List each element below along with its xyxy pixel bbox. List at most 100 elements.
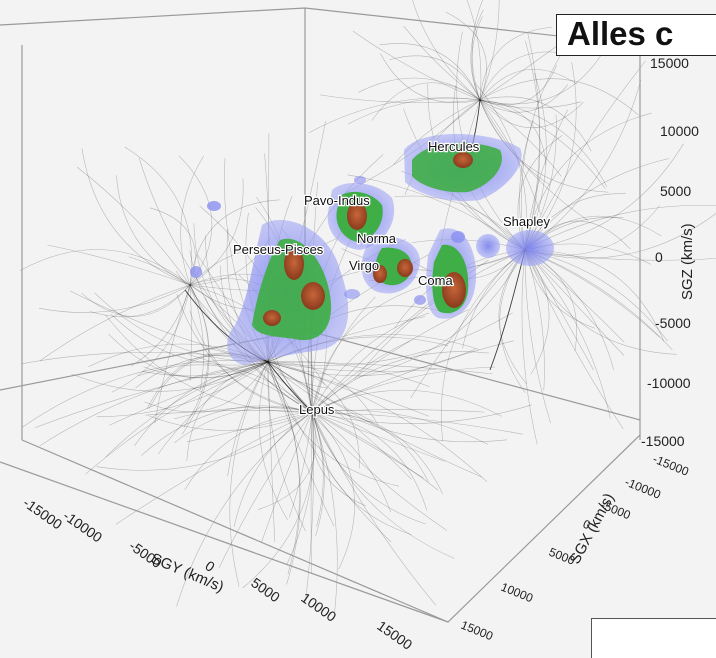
flow-line	[524, 72, 547, 251]
flow-line	[105, 361, 269, 458]
flow-line	[311, 411, 429, 483]
flow-lines	[19, 0, 716, 617]
flow-line	[347, 97, 481, 125]
flow-line	[144, 361, 269, 412]
flow-line	[233, 411, 313, 527]
flow-line	[479, 96, 592, 152]
flow-line	[445, 11, 487, 101]
virgo-red-core	[373, 265, 387, 283]
flow-line	[134, 361, 269, 446]
flow-line	[524, 61, 577, 251]
label-norma: Norma	[357, 231, 397, 246]
flow-line	[267, 361, 300, 575]
label-virgo: Virgo	[349, 258, 379, 273]
flow-line	[311, 411, 324, 527]
flow-line	[311, 404, 532, 424]
flow-line	[267, 361, 493, 375]
flow-line	[89, 284, 191, 318]
flow-line	[173, 407, 313, 420]
flow-line	[379, 43, 481, 101]
flow-line	[311, 411, 446, 462]
sgy-tick-neg15000: -15000	[20, 494, 65, 532]
flow-line	[267, 361, 361, 469]
flow-line	[189, 310, 313, 413]
flow-line	[524, 249, 614, 370]
flow-line	[176, 411, 313, 607]
flow-line	[524, 112, 652, 251]
flow-line	[479, 26, 553, 101]
label-perseus-pisces: Perseus-Pisces	[233, 242, 324, 257]
title-banner: Alles c	[556, 14, 716, 56]
flow-line	[479, 99, 562, 177]
flow-line	[524, 249, 677, 355]
flow-line	[479, 99, 606, 189]
flow-line	[242, 411, 315, 589]
flow-line	[184, 411, 313, 491]
flow-line	[403, 25, 481, 101]
sgx-axis: -15000 -10000 -5000 0 5000 10000 15000 S…	[459, 452, 691, 644]
sgx-tick-neg10000: -10000	[623, 475, 663, 502]
flow-line	[130, 284, 191, 367]
bottom-panel	[591, 618, 716, 658]
flow-line	[176, 293, 313, 413]
attractor-labels: Hercules Pavo-Indus Perseus-Pisces Norma…	[232, 138, 552, 418]
hercules-green-region	[412, 142, 502, 193]
sgx-axis-title: SGX (km/s)	[567, 490, 618, 566]
flow-line	[389, 55, 481, 101]
flow-line	[111, 284, 191, 393]
flow-line	[311, 411, 424, 479]
flow-line	[311, 411, 428, 511]
flow-line	[499, 249, 526, 394]
flow-line	[311, 411, 444, 495]
sgz-tick-neg5000: -5000	[655, 315, 691, 331]
flow-line	[441, 249, 526, 442]
flow-line	[286, 411, 314, 565]
flow-line	[524, 249, 550, 375]
sgz-tick-5000: 5000	[660, 183, 691, 199]
flow-line	[258, 361, 288, 521]
flow-line	[479, 51, 566, 101]
flow-line	[85, 361, 269, 475]
flow-line	[311, 409, 485, 413]
flow-line	[310, 411, 367, 507]
flow-line	[204, 347, 313, 413]
shapley-blue-region	[506, 230, 554, 266]
flow-line	[479, 99, 608, 187]
flow-line	[380, 53, 481, 103]
flow-line	[267, 361, 313, 413]
flow-line	[267, 361, 392, 543]
norma-red-core	[397, 259, 413, 277]
flow-line	[410, 249, 526, 398]
flow-line	[311, 411, 412, 535]
flow-line	[35, 361, 269, 428]
flow-line	[524, 249, 716, 261]
flow-line	[521, 249, 538, 445]
flow-line	[39, 361, 269, 447]
title-text: Alles c	[567, 15, 674, 52]
flow-line	[288, 411, 313, 518]
flow-line	[227, 361, 269, 477]
flow-line	[157, 361, 269, 455]
flow-line	[181, 284, 210, 435]
flow-line	[305, 411, 314, 602]
flow-line	[524, 60, 646, 251]
flow-line	[47, 244, 191, 286]
flow-line	[347, 174, 526, 251]
flow-line	[189, 284, 204, 390]
flow-line	[180, 155, 204, 286]
flow-line	[183, 284, 209, 428]
flow-line	[311, 411, 455, 559]
flow-line	[311, 409, 489, 445]
flow-line	[524, 249, 551, 424]
flow-line	[124, 146, 193, 286]
flow-line	[311, 411, 523, 435]
flow-line	[267, 361, 306, 532]
sgy-tick-10000: 10000	[298, 589, 339, 625]
sgx-tick-15000: 15000	[459, 618, 495, 644]
flow-line	[188, 354, 313, 413]
flow-line	[148, 411, 313, 431]
flow-line	[479, 99, 589, 221]
flow-line	[137, 364, 313, 413]
flow-line	[267, 312, 513, 366]
flow-line	[479, 99, 547, 165]
